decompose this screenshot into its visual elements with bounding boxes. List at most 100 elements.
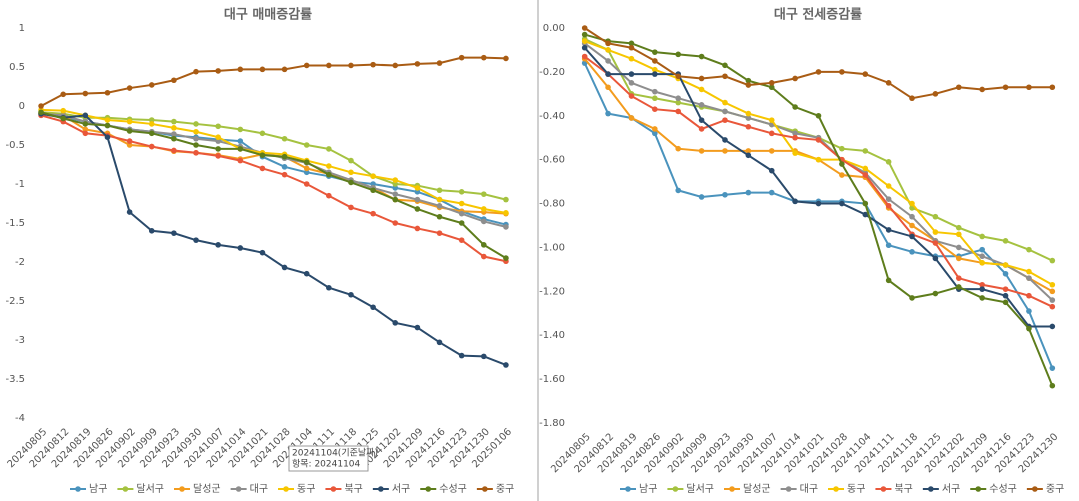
legend-label: 동구	[297, 483, 315, 495]
point	[768, 117, 775, 123]
point	[326, 146, 332, 152]
point	[652, 130, 658, 137]
point	[126, 209, 133, 215]
point	[722, 117, 728, 123]
legend-marker	[975, 486, 982, 492]
point	[675, 99, 682, 106]
point	[458, 189, 465, 195]
y-tick-label: -0.5	[5, 140, 25, 151]
point	[1049, 365, 1056, 371]
point	[628, 115, 635, 121]
point	[745, 82, 752, 88]
point	[581, 31, 588, 38]
series-line	[41, 108, 507, 214]
point	[1049, 382, 1056, 389]
point	[281, 153, 288, 160]
y-tick-label: -3	[15, 335, 25, 346]
point	[303, 142, 310, 148]
legend-marker	[75, 486, 81, 492]
point	[698, 194, 705, 200]
point	[215, 153, 221, 159]
point	[281, 135, 288, 142]
point	[652, 88, 658, 95]
point	[909, 95, 915, 102]
point	[436, 203, 443, 209]
point	[979, 260, 985, 266]
point	[1049, 84, 1056, 91]
point	[348, 157, 354, 164]
point	[885, 227, 892, 233]
point	[392, 220, 399, 226]
y-tick-label: -0.40	[539, 111, 565, 122]
series-line	[40, 112, 507, 366]
point	[839, 200, 845, 207]
point	[885, 196, 892, 202]
point	[126, 118, 133, 125]
y-tick-label: -1.20	[539, 286, 565, 297]
point	[862, 71, 869, 77]
point	[193, 135, 199, 142]
legend-marker	[928, 486, 934, 492]
point	[955, 84, 962, 91]
point	[82, 112, 89, 119]
point	[281, 264, 288, 271]
point	[458, 220, 465, 226]
point	[698, 117, 705, 123]
point	[932, 229, 939, 235]
point	[1026, 246, 1032, 253]
point	[979, 86, 985, 93]
point	[370, 304, 376, 311]
point	[698, 86, 705, 93]
legend-marker	[672, 486, 679, 492]
point	[698, 126, 705, 132]
point	[237, 138, 244, 144]
point	[862, 148, 869, 154]
point	[370, 173, 376, 179]
point	[839, 145, 845, 152]
point	[458, 237, 465, 243]
point	[60, 91, 67, 98]
point	[259, 152, 266, 158]
point	[193, 142, 199, 148]
point	[480, 218, 487, 225]
point	[171, 118, 177, 125]
point	[745, 189, 752, 196]
legend-label: 중구	[496, 483, 514, 495]
point	[303, 165, 310, 172]
y-tick-label: -1.5	[5, 218, 25, 229]
point	[436, 213, 443, 220]
point	[862, 165, 869, 172]
point	[605, 84, 611, 91]
point	[979, 281, 985, 288]
point	[348, 204, 354, 211]
legend-label: 수성구	[439, 483, 467, 495]
legend-label: 대구	[250, 483, 268, 495]
point	[215, 68, 221, 74]
point	[652, 95, 658, 102]
point	[370, 210, 376, 217]
point	[259, 249, 266, 256]
point	[768, 80, 775, 86]
point	[104, 89, 111, 96]
point	[722, 99, 728, 106]
point	[281, 66, 288, 73]
point	[436, 60, 443, 66]
point	[815, 200, 822, 207]
y-tick-label: -1.60	[539, 374, 565, 385]
point	[885, 277, 892, 284]
point	[815, 137, 822, 143]
y-tick-label: 1	[19, 23, 25, 34]
point	[652, 49, 658, 55]
y-tick-label: -1.80	[539, 418, 565, 429]
point	[722, 62, 728, 69]
point	[458, 54, 465, 61]
point	[392, 196, 399, 203]
y-tick-label: -0.20	[539, 67, 565, 78]
point	[193, 237, 199, 243]
point	[605, 47, 611, 53]
y-tick-label: -1	[15, 179, 25, 190]
point	[979, 246, 985, 253]
point	[480, 54, 487, 61]
point	[215, 134, 221, 140]
